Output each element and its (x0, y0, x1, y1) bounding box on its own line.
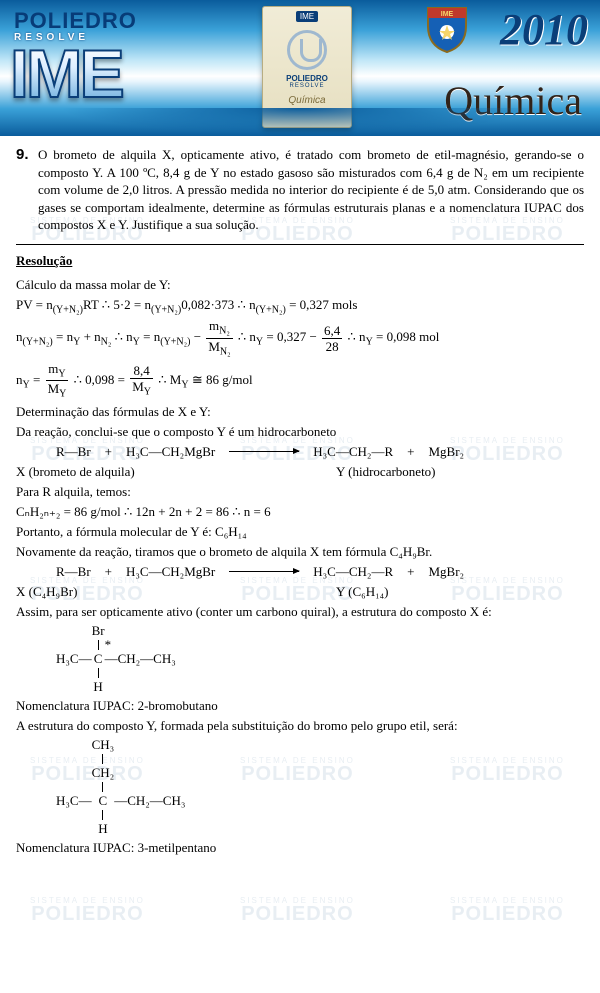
subject-title: Química (444, 77, 582, 124)
reaction-1: R—Br + H₃C—CH₂MgBr H₃C—CH₂—R + MgBr₂ (16, 444, 584, 460)
solution-title: Resolução (16, 253, 584, 269)
booklet-subject: Química (288, 95, 325, 106)
equation-1: PV = n(Y+N₂)RT ∴ 5·2 = n(Y+N₂)0,082·373 … (16, 297, 584, 316)
booklet-ring-icon (287, 30, 327, 70)
watermark: SISTEMA DE ENSINOPOLIEDRO (240, 896, 355, 926)
iupac-y: Nomenclatura IUPAC: 3-metilpentano (16, 840, 584, 856)
booklet-brand: POLIEDRO (286, 74, 328, 83)
separator (16, 244, 584, 245)
product: H₃C—CH₂—R (313, 444, 393, 460)
booklet-tag: IME (296, 11, 318, 22)
step-label: Determinação das fórmulas de X e Y: (16, 404, 584, 420)
question-block: 9. O brometo de alquila X, opticamente a… (16, 146, 584, 234)
equation-4: CₙH₂ₙ₊₂ = 86 g/mol ∴ 12n + 2n + 2 = 86 ∴… (16, 504, 584, 520)
shield-label: IME (441, 11, 454, 18)
step-text: Portanto, a fórmula molecular de Y é: C₆… (16, 524, 584, 540)
question-number: 9. (16, 146, 38, 234)
equation-3: nY = mYMY ∴ 0,098 = 8,4MY ∴ MY ≅ 86 g/mo… (16, 362, 584, 400)
reaction-arrow-icon (229, 451, 299, 452)
step-text: A estrutura do composto Y, formada pela … (16, 718, 584, 734)
year: 2010 (500, 4, 588, 55)
product: MgBr₂ (428, 444, 464, 460)
watermark: SISTEMA DE ENSINOPOLIEDRO (450, 896, 565, 926)
page-content: SISTEMA DE ENSINOPOLIEDRO SISTEMA DE ENS… (0, 136, 600, 880)
step-label: Cálculo da massa molar de Y: (16, 277, 584, 293)
reaction-arrow-icon (229, 571, 299, 572)
reagent: H₃C—CH₂MgBr (126, 444, 215, 460)
reaction-2: R—Br + H₃C—CH₂MgBr H₃C—CH₂—R + MgBr₂ (16, 564, 584, 580)
brand-name: POLIEDRO (14, 8, 137, 34)
step-text: Assim, para ser opticamente ativo (conte… (16, 604, 584, 620)
step-text: Da reação, conclui-se que o composto Y é… (16, 424, 584, 440)
watermark: SISTEMA DE ENSINOPOLIEDRO (30, 896, 145, 926)
exam-name: IME (10, 40, 122, 108)
page-header: POLIEDRO RESOLVE IME IME POLIEDRO RESOLV… (0, 0, 600, 136)
reagent: R—Br (56, 444, 91, 460)
step-text: Para R alquila, temos: (16, 484, 584, 500)
step-text: Novamente da reação, tiramos que o brome… (16, 544, 584, 560)
structure-y: CH₃ CH₂ H₃C—C—CH₂—CH₃ H (16, 738, 584, 836)
structure-x: Br * H₃C—C—CH₂—CH₃ H (16, 624, 584, 694)
reaction-1-labels: X (brometo de alquila) Y (hidrocarboneto… (16, 464, 584, 480)
booklet-icon: IME POLIEDRO RESOLVE Química (262, 6, 352, 128)
question-text: O brometo de alquila X, opticamente ativ… (38, 146, 584, 234)
booklet-sub: RESOLVE (290, 83, 325, 89)
equation-2: n(Y+N₂) = nY + nN₂ ∴ nY = n(Y+N₂) − mN₂M… (16, 319, 584, 357)
shield-icon: IME (426, 6, 468, 54)
reaction-2-labels: X (C₄H₉Br) Y (C₆H₁₄) (16, 584, 584, 600)
iupac-x: Nomenclatura IUPAC: 2-bromobutano (16, 698, 584, 714)
